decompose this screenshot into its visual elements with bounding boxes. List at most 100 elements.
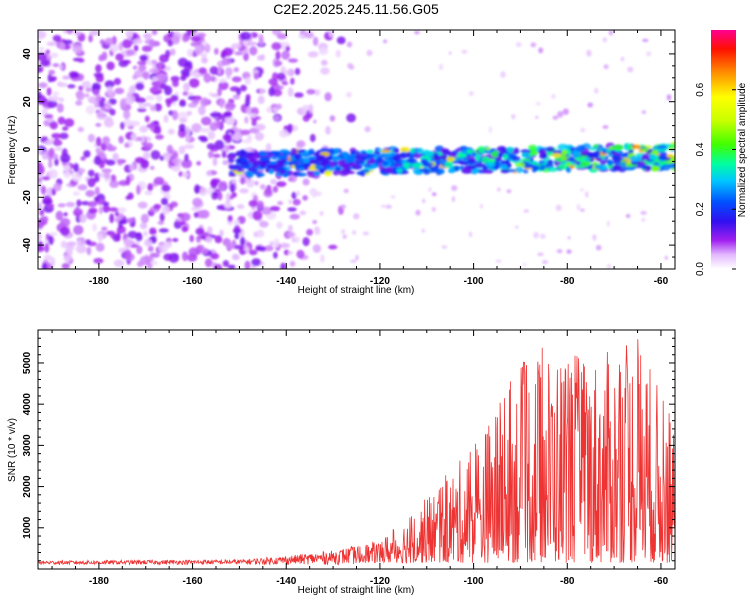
spectrogram-cell-453: [139, 125, 149, 133]
spectrogram-cell-1016: [299, 210, 307, 216]
spectrogram-cell-299: [302, 237, 310, 247]
spectrogram-cell-552: [153, 176, 165, 185]
spectrogram-cell-619: [38, 177, 42, 185]
spectrogram-cell-914: [163, 114, 169, 123]
spectrogram-cell-1022: [664, 255, 668, 260]
spectrogram-cell-410: [88, 169, 95, 177]
spectrogram-cell-965: [585, 191, 589, 198]
spectrogram-cell-1796: [259, 157, 271, 161]
spectrogram-cell-650: [233, 131, 242, 142]
spectrogram-cell-756: [217, 66, 222, 76]
spectrogram-cell-771: [255, 123, 266, 131]
spectrogram-cell-659: [225, 242, 236, 250]
spectrogram-cell-1303: [565, 166, 572, 173]
spectrogram-cell-1711: [226, 153, 237, 160]
spectrogram-cell-1024: [602, 125, 609, 129]
spectrogram-cell-1827: [552, 153, 562, 158]
spectrogram-cell-656: [161, 197, 169, 206]
spectrogram-panel: -180 -160 -140 -120 -100 -80 -60 -40 -20 0 20 40 He…: [7, 29, 676, 296]
spectrogram-cell-1937: [666, 154, 674, 158]
spectrogram-cell-1646: [338, 170, 349, 176]
spectrogram-cell-723: [54, 146, 63, 151]
spectrogram-cell-618: [98, 54, 105, 62]
spectrogram-cell-1506: [271, 156, 278, 160]
spectrogram-cell-928: [142, 230, 149, 237]
spectrogram-cell-747: [137, 201, 148, 209]
spectrogram-cell-754: [50, 257, 56, 267]
spectrogram-cell-313: [55, 210, 64, 221]
snr-ticks: -180 -160 -140 -120 -100 -80 -60 1000 2000 3000 40…: [22, 329, 675, 587]
spectrogram-cell-1870: [334, 157, 343, 161]
spectrogram-cell-225: [85, 87, 93, 92]
spectrogram-cell-813: [185, 133, 191, 142]
spectrogram-cell-524: [287, 207, 297, 212]
spectrogram-cell-1920: [384, 167, 394, 174]
spectrogram-cell-1887: [294, 153, 302, 160]
spectrogram-cell-834: [71, 172, 82, 182]
spectrogram-cell-396: [120, 121, 125, 130]
spectrogram-cell-998: [627, 66, 634, 73]
spectrogram-cell-266: [109, 108, 116, 116]
spectrogram-cell-859: [257, 95, 265, 105]
spectrogram-cell-243: [84, 93, 90, 98]
spectrogram-cell-518: [125, 49, 135, 56]
snr-xtick-label: -80: [560, 576, 575, 587]
spectrogram-cell-623: [182, 91, 189, 96]
spectrogram-cell-901: [73, 163, 79, 173]
spectrogram-cell-415: [246, 41, 258, 46]
spectrogram-cell-492: [279, 129, 289, 138]
spectrogram-cell-985: [562, 108, 569, 115]
spectrogram-cell-416: [196, 161, 202, 166]
spectrogram-cell-272: [133, 44, 139, 52]
spectrogram-cell-879: [63, 253, 72, 263]
colorbar-ticks: 0.0 0.2 0.4 0.6: [695, 82, 736, 276]
spectrogram-cell-465: [207, 131, 216, 140]
spectrogram-cell-62: [212, 153, 221, 158]
spectrogram-cell-840: [192, 72, 201, 78]
spectrogram-cell-1729: [438, 167, 445, 175]
spectrogram-cell-830: [209, 122, 218, 131]
spectrogram-cell-1665: [521, 152, 531, 158]
spectrogram-cell-823: [104, 37, 115, 46]
spectrogram-cell-286: [272, 185, 279, 193]
spectrogram-cell-990: [347, 62, 354, 69]
spectrogram-cell-953: [506, 189, 512, 194]
spectrogram-cell-1889: [499, 163, 508, 170]
spectrogram-cell-803: [255, 245, 266, 252]
spectrogram-cell-811: [153, 203, 162, 210]
spectrogram-cell-345: [190, 41, 200, 47]
spectrogram-cell-639: [294, 92, 304, 98]
spectrogram-cell-26: [289, 213, 300, 220]
spectrogram-cell-132: [63, 212, 68, 217]
spectrogram-cell-377: [62, 39, 73, 45]
spectrogram-cell-373: [201, 57, 208, 64]
spectrogram-cell-522: [225, 115, 236, 126]
spectrogram-cell-56: [210, 253, 220, 260]
spectrogram-cell-652: [46, 87, 52, 96]
snr-xtick-label: -160: [183, 576, 203, 587]
spectrogram-cell-562: [287, 87, 294, 97]
spectrogram-cell-541: [312, 36, 319, 46]
snr-xtick-label: -140: [276, 576, 296, 587]
spectrogram-cell-375: [48, 69, 56, 75]
spec-xtick-label: -120: [370, 276, 390, 287]
spectrogram-cell-956: [537, 252, 544, 257]
spectrogram-cell-1036: [340, 204, 346, 209]
spectrogram-cell-509: [136, 245, 143, 255]
spectrogram-cell-462: [296, 249, 305, 259]
spectrogram-cells: [38, 30, 675, 269]
spectrogram-cell-896: [126, 217, 136, 224]
spectrogram-cell-917: [210, 75, 216, 82]
spectrogram-cell-589: [244, 116, 249, 124]
spectrogram-cell-744: [88, 207, 98, 214]
spectrogram-cell-242: [102, 201, 110, 206]
spectrogram-cell-886: [41, 262, 48, 269]
spectrogram-cell-838: [146, 262, 153, 269]
spectrogram-cell-716: [51, 133, 61, 139]
spectrogram-cell-482: [157, 220, 165, 225]
spectrogram-cell-432: [104, 101, 111, 110]
spectrogram-cell-53: [186, 111, 192, 116]
spectrogram-cell-529: [143, 32, 153, 40]
spectrogram-cell-800: [59, 42, 66, 51]
